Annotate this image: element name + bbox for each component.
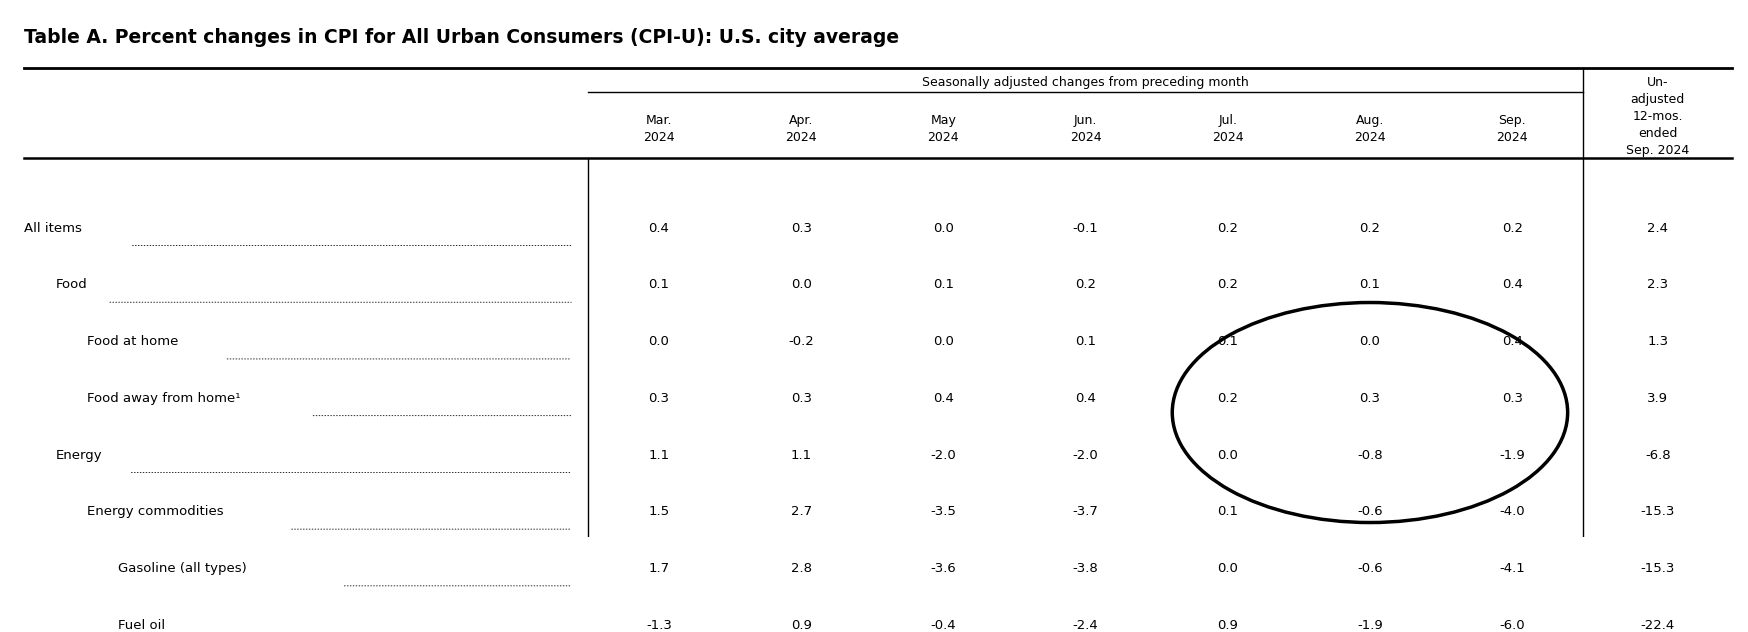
Text: 0.0: 0.0 <box>933 222 954 234</box>
Text: Food at home: Food at home <box>87 335 178 348</box>
Text: -15.3: -15.3 <box>1641 562 1675 575</box>
Text: 0.1: 0.1 <box>1360 278 1381 291</box>
Text: -4.0: -4.0 <box>1500 506 1524 518</box>
Text: 0.0: 0.0 <box>1360 335 1381 348</box>
Text: 0.4: 0.4 <box>933 392 954 405</box>
Text: -22.4: -22.4 <box>1641 619 1675 632</box>
Text: 0.1: 0.1 <box>1217 506 1238 518</box>
Text: 1.3: 1.3 <box>1647 335 1668 348</box>
Text: -1.9: -1.9 <box>1500 449 1524 461</box>
Text: -0.1: -0.1 <box>1073 222 1098 234</box>
Text: Energy commodities: Energy commodities <box>87 506 224 518</box>
Text: -15.3: -15.3 <box>1641 506 1675 518</box>
Text: -3.7: -3.7 <box>1073 506 1098 518</box>
Text: 2.8: 2.8 <box>790 562 811 575</box>
Text: 0.3: 0.3 <box>1502 392 1523 405</box>
Text: Seasonally adjusted changes from preceding month: Seasonally adjusted changes from precedi… <box>923 76 1248 89</box>
Text: Table A. Percent changes in CPI for All Urban Consumers (CPI-U): U.S. city avera: Table A. Percent changes in CPI for All … <box>24 28 900 47</box>
Text: 0.9: 0.9 <box>1217 619 1238 632</box>
Text: Aug.
2024: Aug. 2024 <box>1355 114 1386 144</box>
Text: -2.0: -2.0 <box>1073 449 1098 461</box>
Text: Un-
adjusted
12-mos.
ended
Sep. 2024: Un- adjusted 12-mos. ended Sep. 2024 <box>1626 76 1690 157</box>
Text: 0.4: 0.4 <box>1502 335 1523 348</box>
Text: 2.7: 2.7 <box>790 506 811 518</box>
Text: 0.2: 0.2 <box>1502 222 1523 234</box>
Text: -6.0: -6.0 <box>1500 619 1524 632</box>
Text: 0.2: 0.2 <box>1217 278 1238 291</box>
Text: 1.5: 1.5 <box>649 506 669 518</box>
Text: -2.4: -2.4 <box>1073 619 1098 632</box>
Text: -0.6: -0.6 <box>1356 506 1383 518</box>
Text: -0.6: -0.6 <box>1356 562 1383 575</box>
Text: May
2024: May 2024 <box>928 114 960 144</box>
Text: 0.1: 0.1 <box>1075 335 1096 348</box>
Text: Jun.
2024: Jun. 2024 <box>1070 114 1101 144</box>
Text: 0.2: 0.2 <box>1217 222 1238 234</box>
Text: -0.2: -0.2 <box>788 335 815 348</box>
Text: All items: All items <box>24 222 82 234</box>
Text: 0.1: 0.1 <box>933 278 954 291</box>
Text: -6.8: -6.8 <box>1645 449 1671 461</box>
Text: 3.9: 3.9 <box>1647 392 1668 405</box>
Text: -0.8: -0.8 <box>1356 449 1383 461</box>
Text: 0.2: 0.2 <box>1217 392 1238 405</box>
Text: Food away from home¹: Food away from home¹ <box>87 392 239 405</box>
Text: 0.0: 0.0 <box>649 335 669 348</box>
Text: -4.1: -4.1 <box>1500 562 1524 575</box>
Text: 0.1: 0.1 <box>1217 335 1238 348</box>
Text: Food: Food <box>56 278 87 291</box>
Text: Fuel oil: Fuel oil <box>117 619 164 632</box>
Text: -1.3: -1.3 <box>647 619 671 632</box>
Text: 0.2: 0.2 <box>1075 278 1096 291</box>
Text: -2.0: -2.0 <box>930 449 956 461</box>
Text: 0.3: 0.3 <box>649 392 669 405</box>
Text: 0.3: 0.3 <box>790 392 811 405</box>
Text: -3.6: -3.6 <box>930 562 956 575</box>
Text: 0.3: 0.3 <box>790 222 811 234</box>
Text: -1.9: -1.9 <box>1356 619 1383 632</box>
Text: Gasoline (all types): Gasoline (all types) <box>117 562 246 575</box>
Text: 2.4: 2.4 <box>1647 222 1668 234</box>
Text: -3.5: -3.5 <box>930 506 956 518</box>
Text: -3.8: -3.8 <box>1073 562 1098 575</box>
Text: 0.1: 0.1 <box>649 278 669 291</box>
Text: 1.7: 1.7 <box>649 562 669 575</box>
Text: 1.1: 1.1 <box>790 449 811 461</box>
Text: -0.4: -0.4 <box>930 619 956 632</box>
Text: Energy: Energy <box>56 449 101 461</box>
Text: 0.2: 0.2 <box>1360 222 1381 234</box>
Text: 0.0: 0.0 <box>1217 562 1238 575</box>
Text: 0.0: 0.0 <box>1217 449 1238 461</box>
Text: Mar.
2024: Mar. 2024 <box>643 114 675 144</box>
Text: Jul.
2024: Jul. 2024 <box>1211 114 1243 144</box>
Text: 0.4: 0.4 <box>1502 278 1523 291</box>
Text: 2.3: 2.3 <box>1647 278 1668 291</box>
Text: 1.1: 1.1 <box>649 449 669 461</box>
Text: Apr.
2024: Apr. 2024 <box>785 114 816 144</box>
Text: 0.0: 0.0 <box>933 335 954 348</box>
Text: 0.4: 0.4 <box>1075 392 1096 405</box>
Text: 0.3: 0.3 <box>1360 392 1381 405</box>
Text: Sep.
2024: Sep. 2024 <box>1496 114 1528 144</box>
Text: 0.4: 0.4 <box>649 222 669 234</box>
Text: 0.9: 0.9 <box>790 619 811 632</box>
Text: 0.0: 0.0 <box>790 278 811 291</box>
